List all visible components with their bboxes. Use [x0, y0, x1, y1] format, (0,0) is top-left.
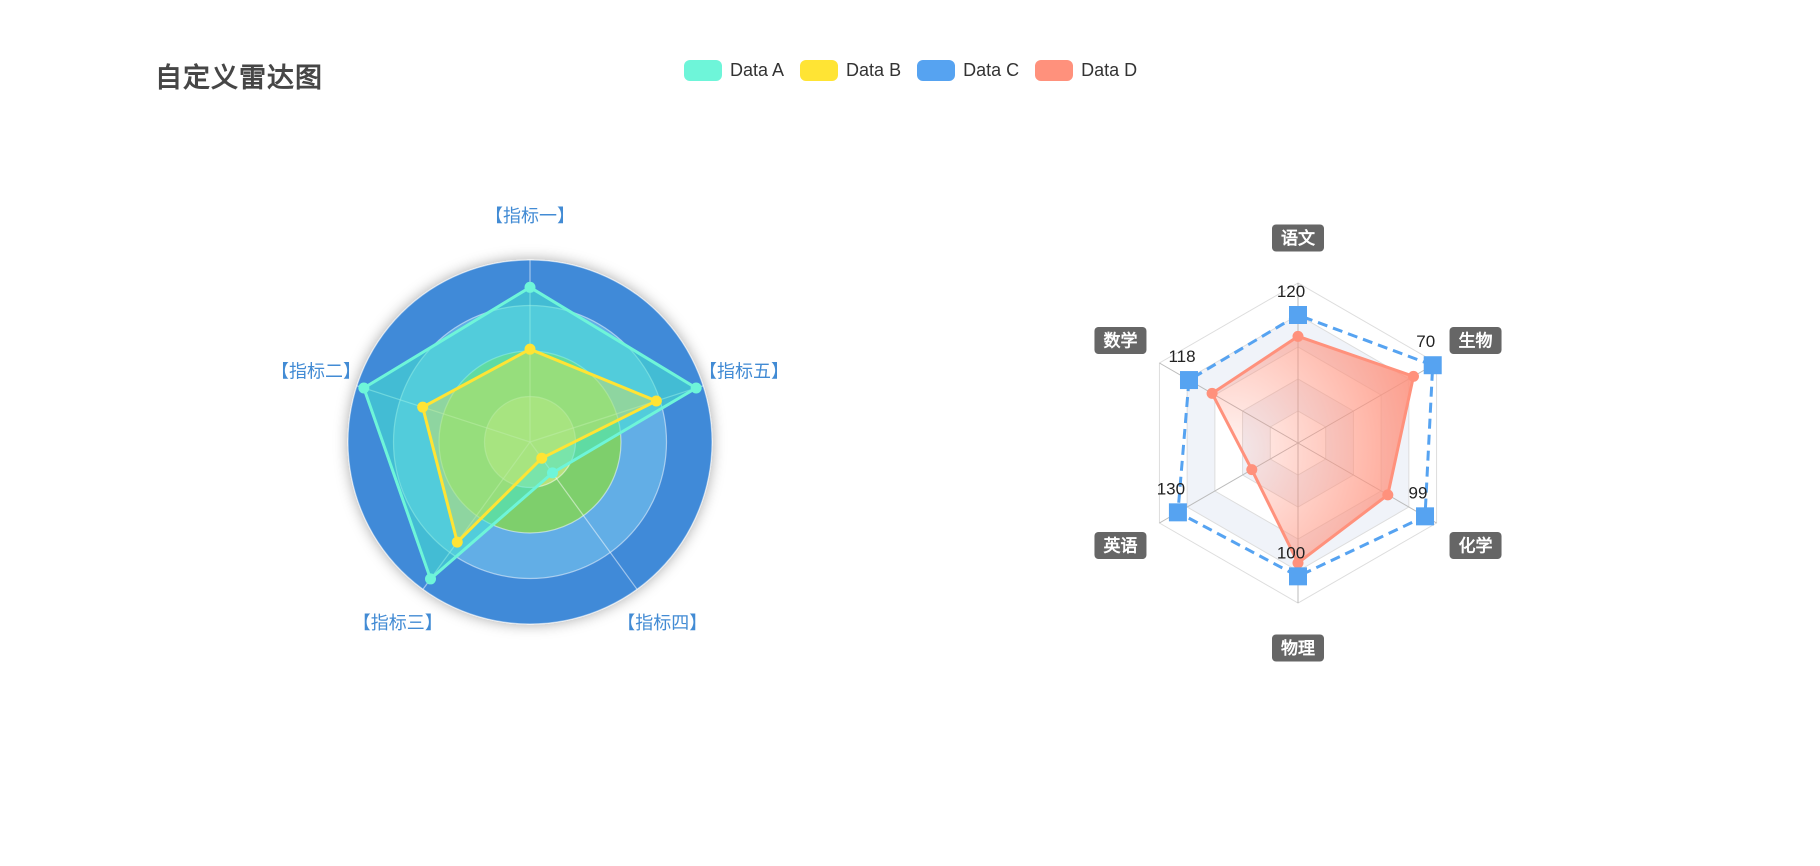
legend-swatch [684, 60, 722, 81]
chart-title: 自定义雷达图 [155, 63, 323, 94]
data-point-rect [1289, 306, 1307, 324]
data-point [690, 382, 702, 394]
data-point [536, 452, 548, 464]
indicator-label-bg [1094, 327, 1147, 354]
data-point [546, 467, 558, 479]
indicator-label: 物理 [1281, 638, 1315, 659]
data-point [1382, 489, 1394, 501]
data-label: 130 [1157, 479, 1185, 498]
legend-item-data-a[interactable]: Data A [684, 60, 784, 81]
data-point [425, 573, 437, 585]
data-point [1246, 464, 1258, 476]
indicator-label-bg [1449, 532, 1502, 559]
indicator-label-bg [1272, 634, 1324, 662]
series-area-data-b [420, 347, 660, 546]
indicator-label-bg [1094, 532, 1147, 559]
data-point [1407, 370, 1419, 382]
legend: Data A Data B Data C Data D [684, 60, 1153, 81]
indicator-label: 化学 [1459, 536, 1493, 557]
legend-swatch [800, 60, 839, 81]
indicator-label: 【指标四】 [617, 613, 707, 634]
indicator-label: 语文 [1281, 228, 1316, 249]
data-point [358, 382, 370, 394]
legend-label: Data A [730, 60, 785, 80]
data-point [1292, 557, 1304, 569]
data-point-rect [1423, 356, 1442, 375]
data-point-rect [1168, 503, 1187, 522]
data-point-rect [1416, 507, 1435, 526]
legend-item-data-c[interactable]: Data C [917, 60, 1019, 81]
indicator-label: 【指标三】 [353, 613, 443, 634]
indicator-label: 【指标一】 [485, 206, 575, 227]
data-point [650, 395, 662, 407]
indicator-label-bg [1449, 327, 1502, 354]
data-point [524, 281, 536, 293]
indicator-label: 英语 [1103, 536, 1137, 557]
legend-label: Data C [963, 60, 1020, 80]
indicator-label: 【指标五】 [699, 361, 789, 382]
data-label: 70 [1416, 332, 1435, 351]
legend-item-data-d[interactable]: Data D [1035, 60, 1137, 81]
data-label: 118 [1168, 347, 1195, 366]
indicator-label: 生物 [1459, 331, 1493, 352]
data-point [451, 536, 463, 548]
indicator-label: 【指标二】 [271, 361, 361, 382]
indicator-label-bg [1272, 224, 1324, 252]
data-point [524, 343, 536, 355]
legend-swatch [1035, 60, 1074, 81]
radar-chart-1: 【指标一】【指标二】【指标三】 【指标四】 【指标五】 [271, 206, 789, 634]
data-point [1292, 330, 1304, 342]
legend-swatch [917, 60, 956, 81]
data-label: 99 [1409, 483, 1428, 502]
data-point [1206, 387, 1218, 399]
data-point-rect [1179, 371, 1198, 390]
legend-item-data-b[interactable]: Data B [800, 60, 901, 81]
indicator-label: 数学 [1103, 331, 1137, 352]
data-point-rect [1289, 567, 1307, 586]
data-label: 120 [1277, 282, 1305, 301]
data-point [417, 401, 429, 413]
data-label: 100 [1277, 543, 1305, 562]
legend-label: Data D [1081, 60, 1138, 80]
legend-label: Data B [846, 60, 902, 80]
